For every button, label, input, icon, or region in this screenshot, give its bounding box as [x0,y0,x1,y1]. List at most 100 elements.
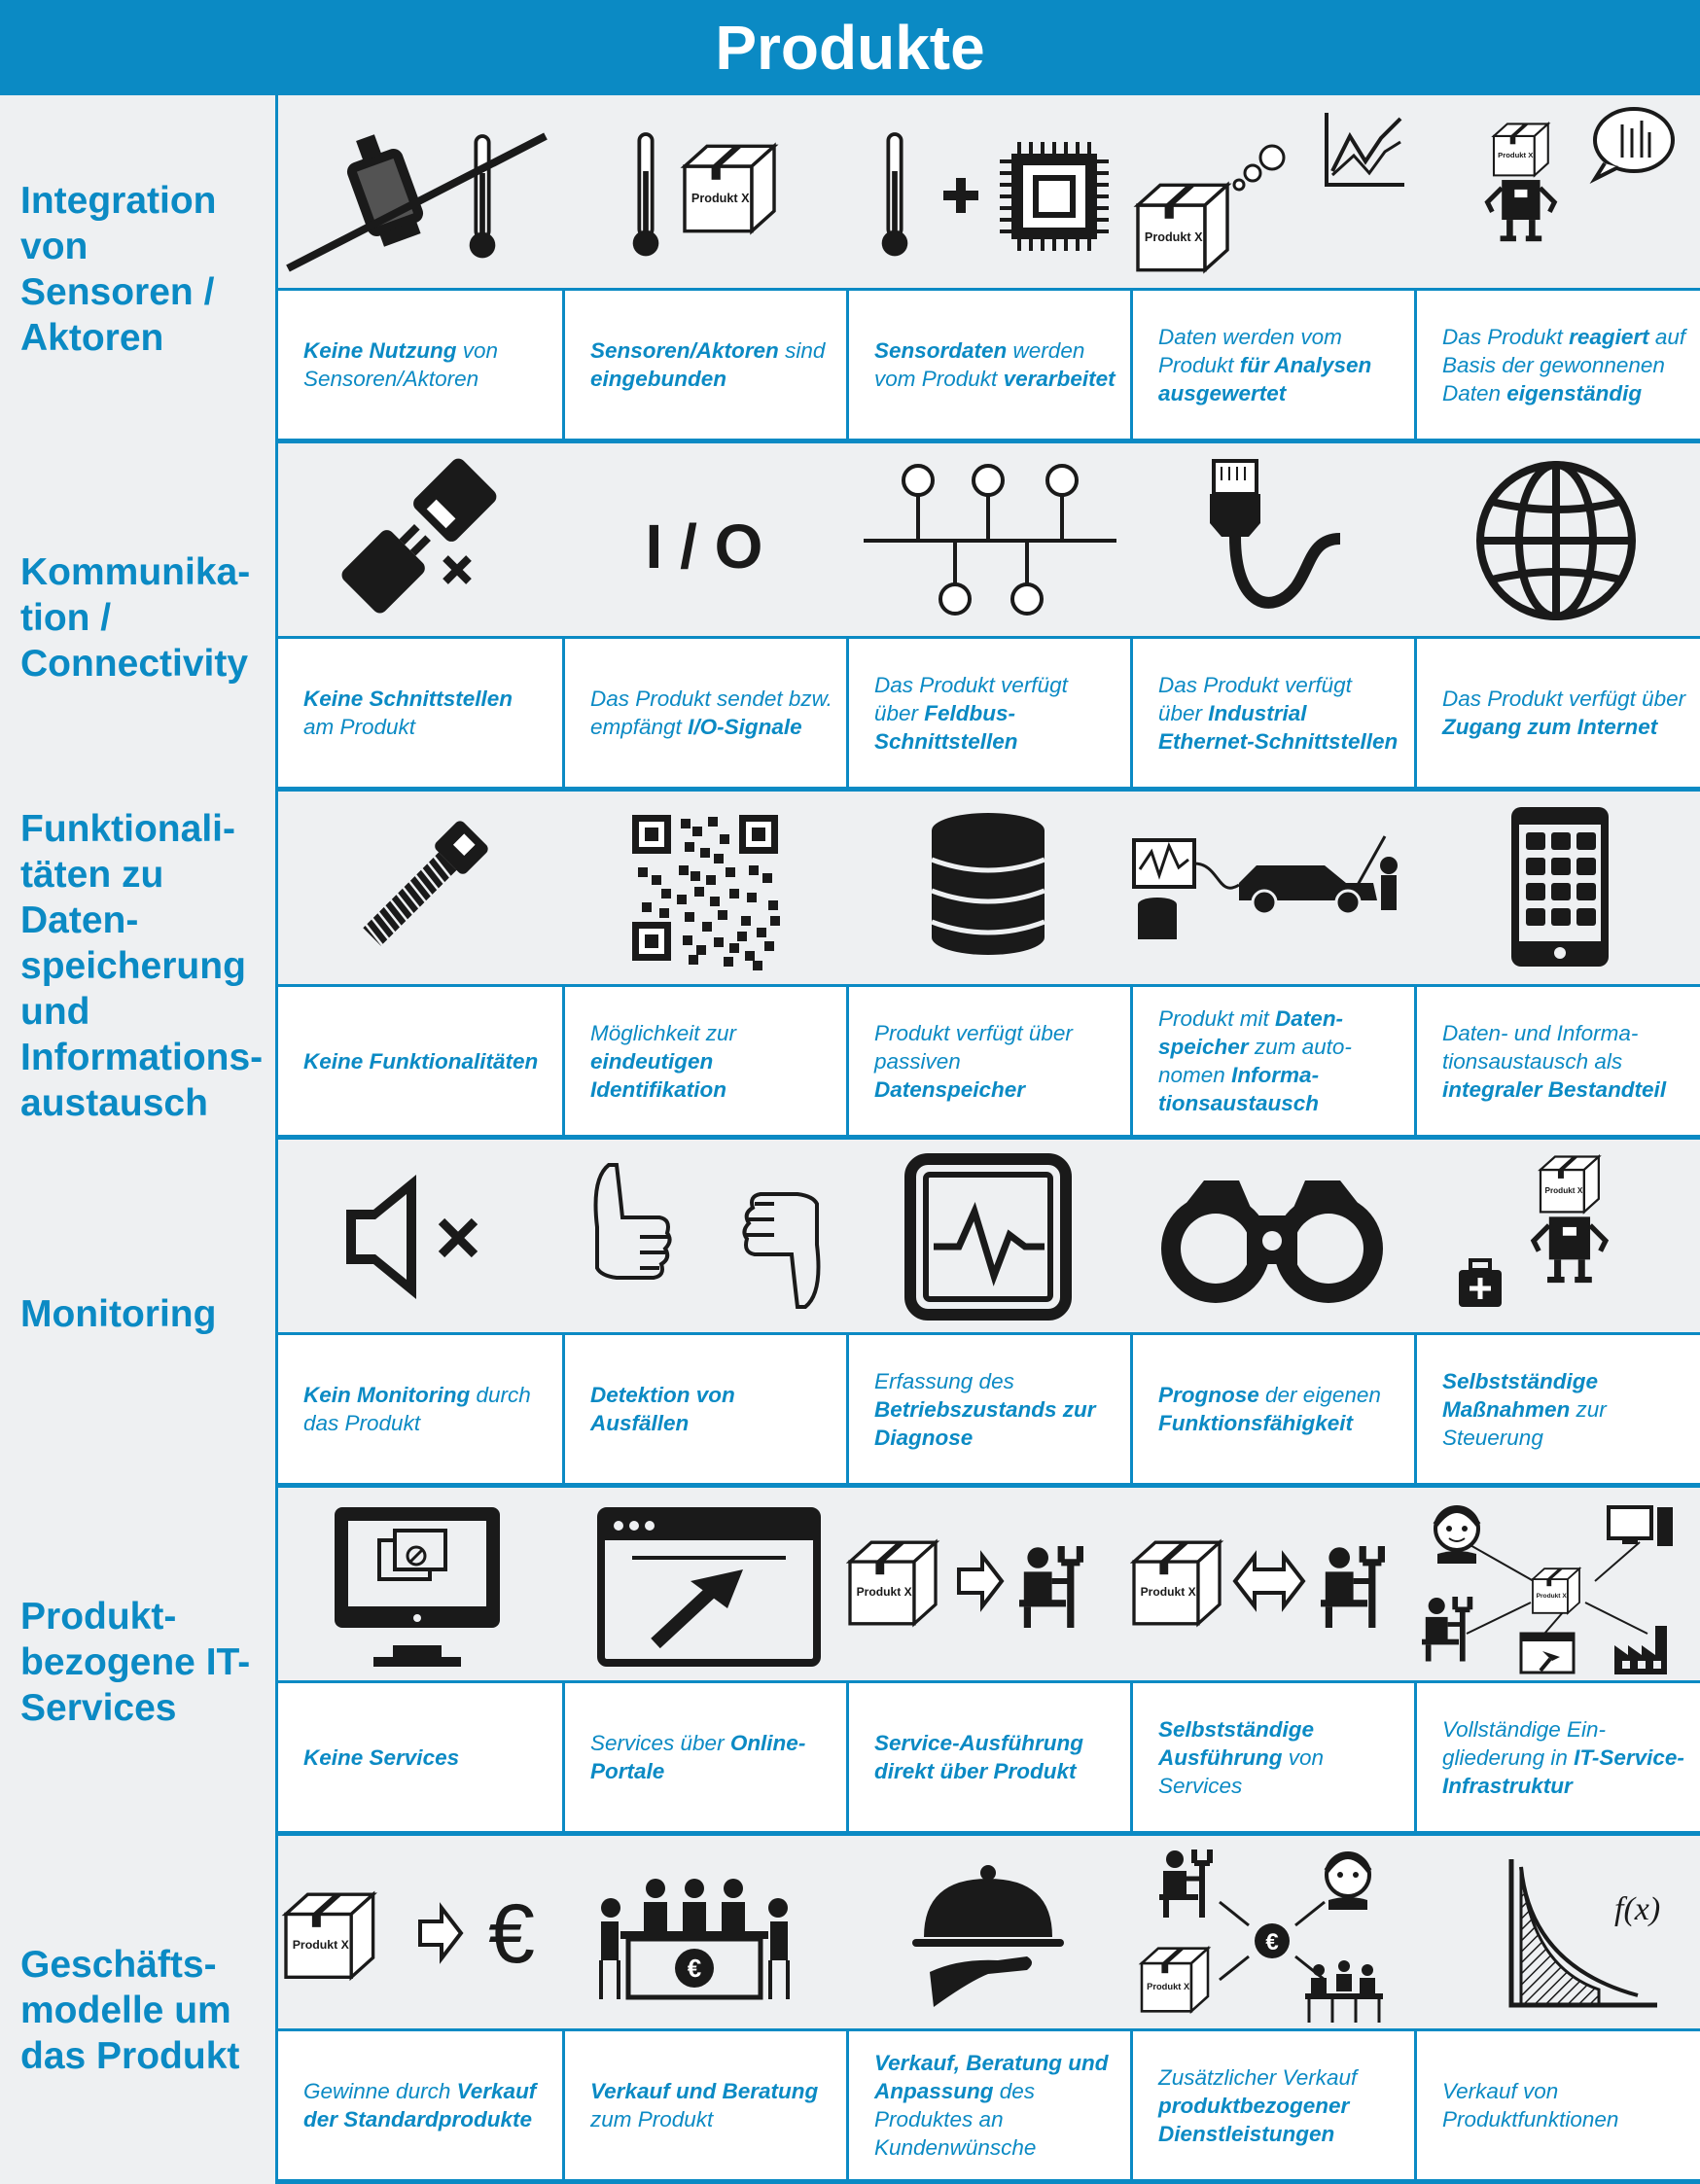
description-cell: Selbstständige Maßnahmen zur Steuerung [1414,1335,1700,1483]
plain-text: Daten- und Informa-tionsaustausch als [1442,1020,1639,1074]
euro-network-icon-graphic: € Produkt X [1138,1849,1383,2023]
emphasis-text: IT-Service-Infrastruktur [1442,1744,1684,1798]
description-text: Produkt verfügt über passiven Datenspeic… [874,1019,1116,1104]
plain-text: zum auto-nomen [1158,1035,1352,1087]
fieldbus-network-icon [846,443,1130,636]
robot-first-aid-icon-graphic: Produkt X [1459,1153,1610,1307]
plain-text: Das Produkt [1442,324,1570,349]
product-double-arrow-technician-icon: Produkt X [1130,1488,1414,1680]
description-text: Sensoren/Aktoren sind eingebunden [590,336,832,393]
icon-strip [278,792,1700,984]
unplugged-connector-icon-graphic [341,458,497,614]
description-cell: Daten- und Informa-tionsaustausch als in… [1414,987,1700,1135]
diagnostic-car-icon-graphic [1132,835,1398,939]
monitor-no-service-icon-graphic [335,1507,500,1667]
emphasis-text: Betriebszustands zur Diagnose [874,1396,1096,1450]
emphasis-text: Keine Funktionalitäten [303,1048,539,1074]
emphasis-text: Verkauf, Beratung und Anpassung [874,2051,1109,2103]
emphasis-text: Verkauf der Standardprodukte [303,2079,537,2131]
product-double-arrow-technician-icon-graphic: Produkt X [1130,1538,1386,1629]
matrix-row: Produkt-bezogene IT-Services Produkt X P… [0,1488,1700,1836]
plain-text: Das Produkt verfügt über [1158,672,1352,725]
svg-text:Produkt X: Produkt X [293,1938,350,1952]
svg-text:Produkt X: Produkt X [1498,151,1534,159]
plain-text: am Produkt [303,715,416,739]
emphasis-text: Detektion von Ausfällen [590,1383,735,1435]
description-text: Das Produkt verfügt über Feldbus-Schnitt… [874,671,1116,756]
plain-text: Das Produkt verfügt über [1442,687,1686,711]
description-cell: Prognose der eigenen Funktionsfähigkeit [1130,1335,1414,1483]
emphasis-text: Zugang zum Internet [1442,715,1658,739]
svg-text:€: € [488,1887,535,1981]
plain-text: Zusätzlicher Verkauf [1158,2064,1358,2090]
emphasis-text: produktbezogener Dienstleistungen [1158,2093,1350,2146]
description-text: Erfassung des Betriebszustands zur Diagn… [874,1367,1116,1452]
svg-text:Produkt X: Produkt X [1145,230,1203,244]
description-cell: Kein Monitoring durch das Produkt [278,1335,562,1483]
browser-cursor-icon [562,1488,846,1680]
description-strip: Gewinne durch Verkauf der Standardproduk… [278,2028,1700,2184]
category-label: Kommunika-tion / Connectivity [20,550,251,685]
description-cell: Zusätzlicher Verkauf produktbezogener Di… [1130,2031,1414,2179]
plain-text: Das Produkt verfügt über [874,672,1068,725]
svg-text:Produkt X: Produkt X [1141,1585,1196,1599]
svg-text:€: € [1265,1929,1278,1955]
function-graph-icon: f(x) [1414,1836,1698,2028]
description-strip: Keine Services Services über Online-Porta… [278,1680,1700,1836]
monitor-pulse-icon-graphic [904,1153,1072,1321]
ethernet-cable-icon-graphic [1210,459,1341,609]
emphasis-text: Keine Nutzung [303,338,457,363]
emphasis-text: für Analysen ausgewertet [1158,352,1372,405]
matrix-row: Funktionali-täten zu Daten-speicherung u… [0,792,1700,1140]
emphasis-text: Feldbus-Schnittstellen [874,700,1018,754]
category-cell: Integration von Sensoren / Aktoren [0,95,278,443]
globe-icon-graphic [1476,461,1636,620]
plain-text: Vollständige Ein-gliederung in [1442,1716,1607,1770]
emphasis-text: Online-Portale [590,1731,806,1783]
svg-text:Produkt X: Produkt X [691,192,750,205]
description-strip: Kein Monitoring durch das Produkt Detekti… [278,1332,1700,1488]
robot-product-speech-icon: Produkt X [1414,95,1698,288]
product-box-shape: Produkt X [846,1538,940,1628]
product-arrow-euro-icon-graphic: Produkt X € [281,1887,535,1982]
service-network-icon: Produkt X [1414,1488,1698,1680]
ethernet-cable-icon [1130,443,1414,636]
description-text: Das Produkt verfügt über Industrial Ethe… [1158,671,1400,756]
io-text-icon-graphic: I / O [646,511,763,581]
product-arrow-euro-icon: Produkt X € [278,1836,562,2028]
plain-text: Daten werden vom Produkt [1158,324,1342,377]
emphasis-text: Sensoren/Aktoren [590,338,779,363]
plain-text: der eigenen [1258,1383,1381,1407]
emphasis-text: Service-Ausführung direkt über Produkt [874,1731,1084,1783]
product-arrow-technician-icon-graphic: Produkt X [846,1538,1084,1629]
description-text: Keine Funktionalitäten [303,1047,538,1075]
plain-text: Gewinne durch [303,2079,457,2103]
plain-text: zum Produkt [590,2107,714,2131]
serving-cloche-icon-graphic [912,1865,1064,2007]
io-label: I / O [646,511,763,581]
svg-text:Produkt X: Produkt X [1537,1593,1568,1600]
matrix-row: Kommunika-tion / Connectivity I / O Keine … [0,443,1700,792]
description-cell: Service-Ausführung direkt über Produkt [846,1683,1130,1831]
emphasis-text: eindeutigen Identifikation [590,1048,726,1102]
browser-cursor-icon-graphic [597,1507,821,1667]
description-text: Prognose der eigenen Funktionsfähigkeit [1158,1381,1400,1437]
description-cell: Keine Services [278,1683,562,1831]
monitor-pulse-icon [846,1140,1130,1332]
product-box-shape: Produkt X [1138,1945,1212,2015]
description-text: Das Produkt verfügt über Zugang zum Inte… [1442,685,1686,741]
thermometer-plus-chip-icon-graphic [881,132,1109,257]
category-cell: Monitoring [0,1140,278,1488]
description-text: Service-Ausführung direkt über Produkt [874,1729,1116,1785]
product-box-shape: Produkt X [1133,181,1232,274]
emphasis-text: Selbstständige Ausführung [1158,1716,1315,1770]
emphasis-text: Selbstständige Maßnahmen [1442,1368,1599,1422]
product-thinking-chart-icon: Produkt X [1130,95,1414,288]
plain-text: Das Produkt sendet bzw. empfängt [590,687,832,739]
matrix-row: Monitoring Produkt X Kein Monitoring dur… [0,1140,1700,1488]
motor-thermometer-crossed-icon [278,95,562,288]
emphasis-text: eigenständig [1506,380,1643,405]
svg-text:Produkt X: Produkt X [1544,1186,1582,1195]
thermometer-product-icon: Produkt X [562,95,846,288]
thumbs-up-down-icon-graphic [593,1163,821,1309]
